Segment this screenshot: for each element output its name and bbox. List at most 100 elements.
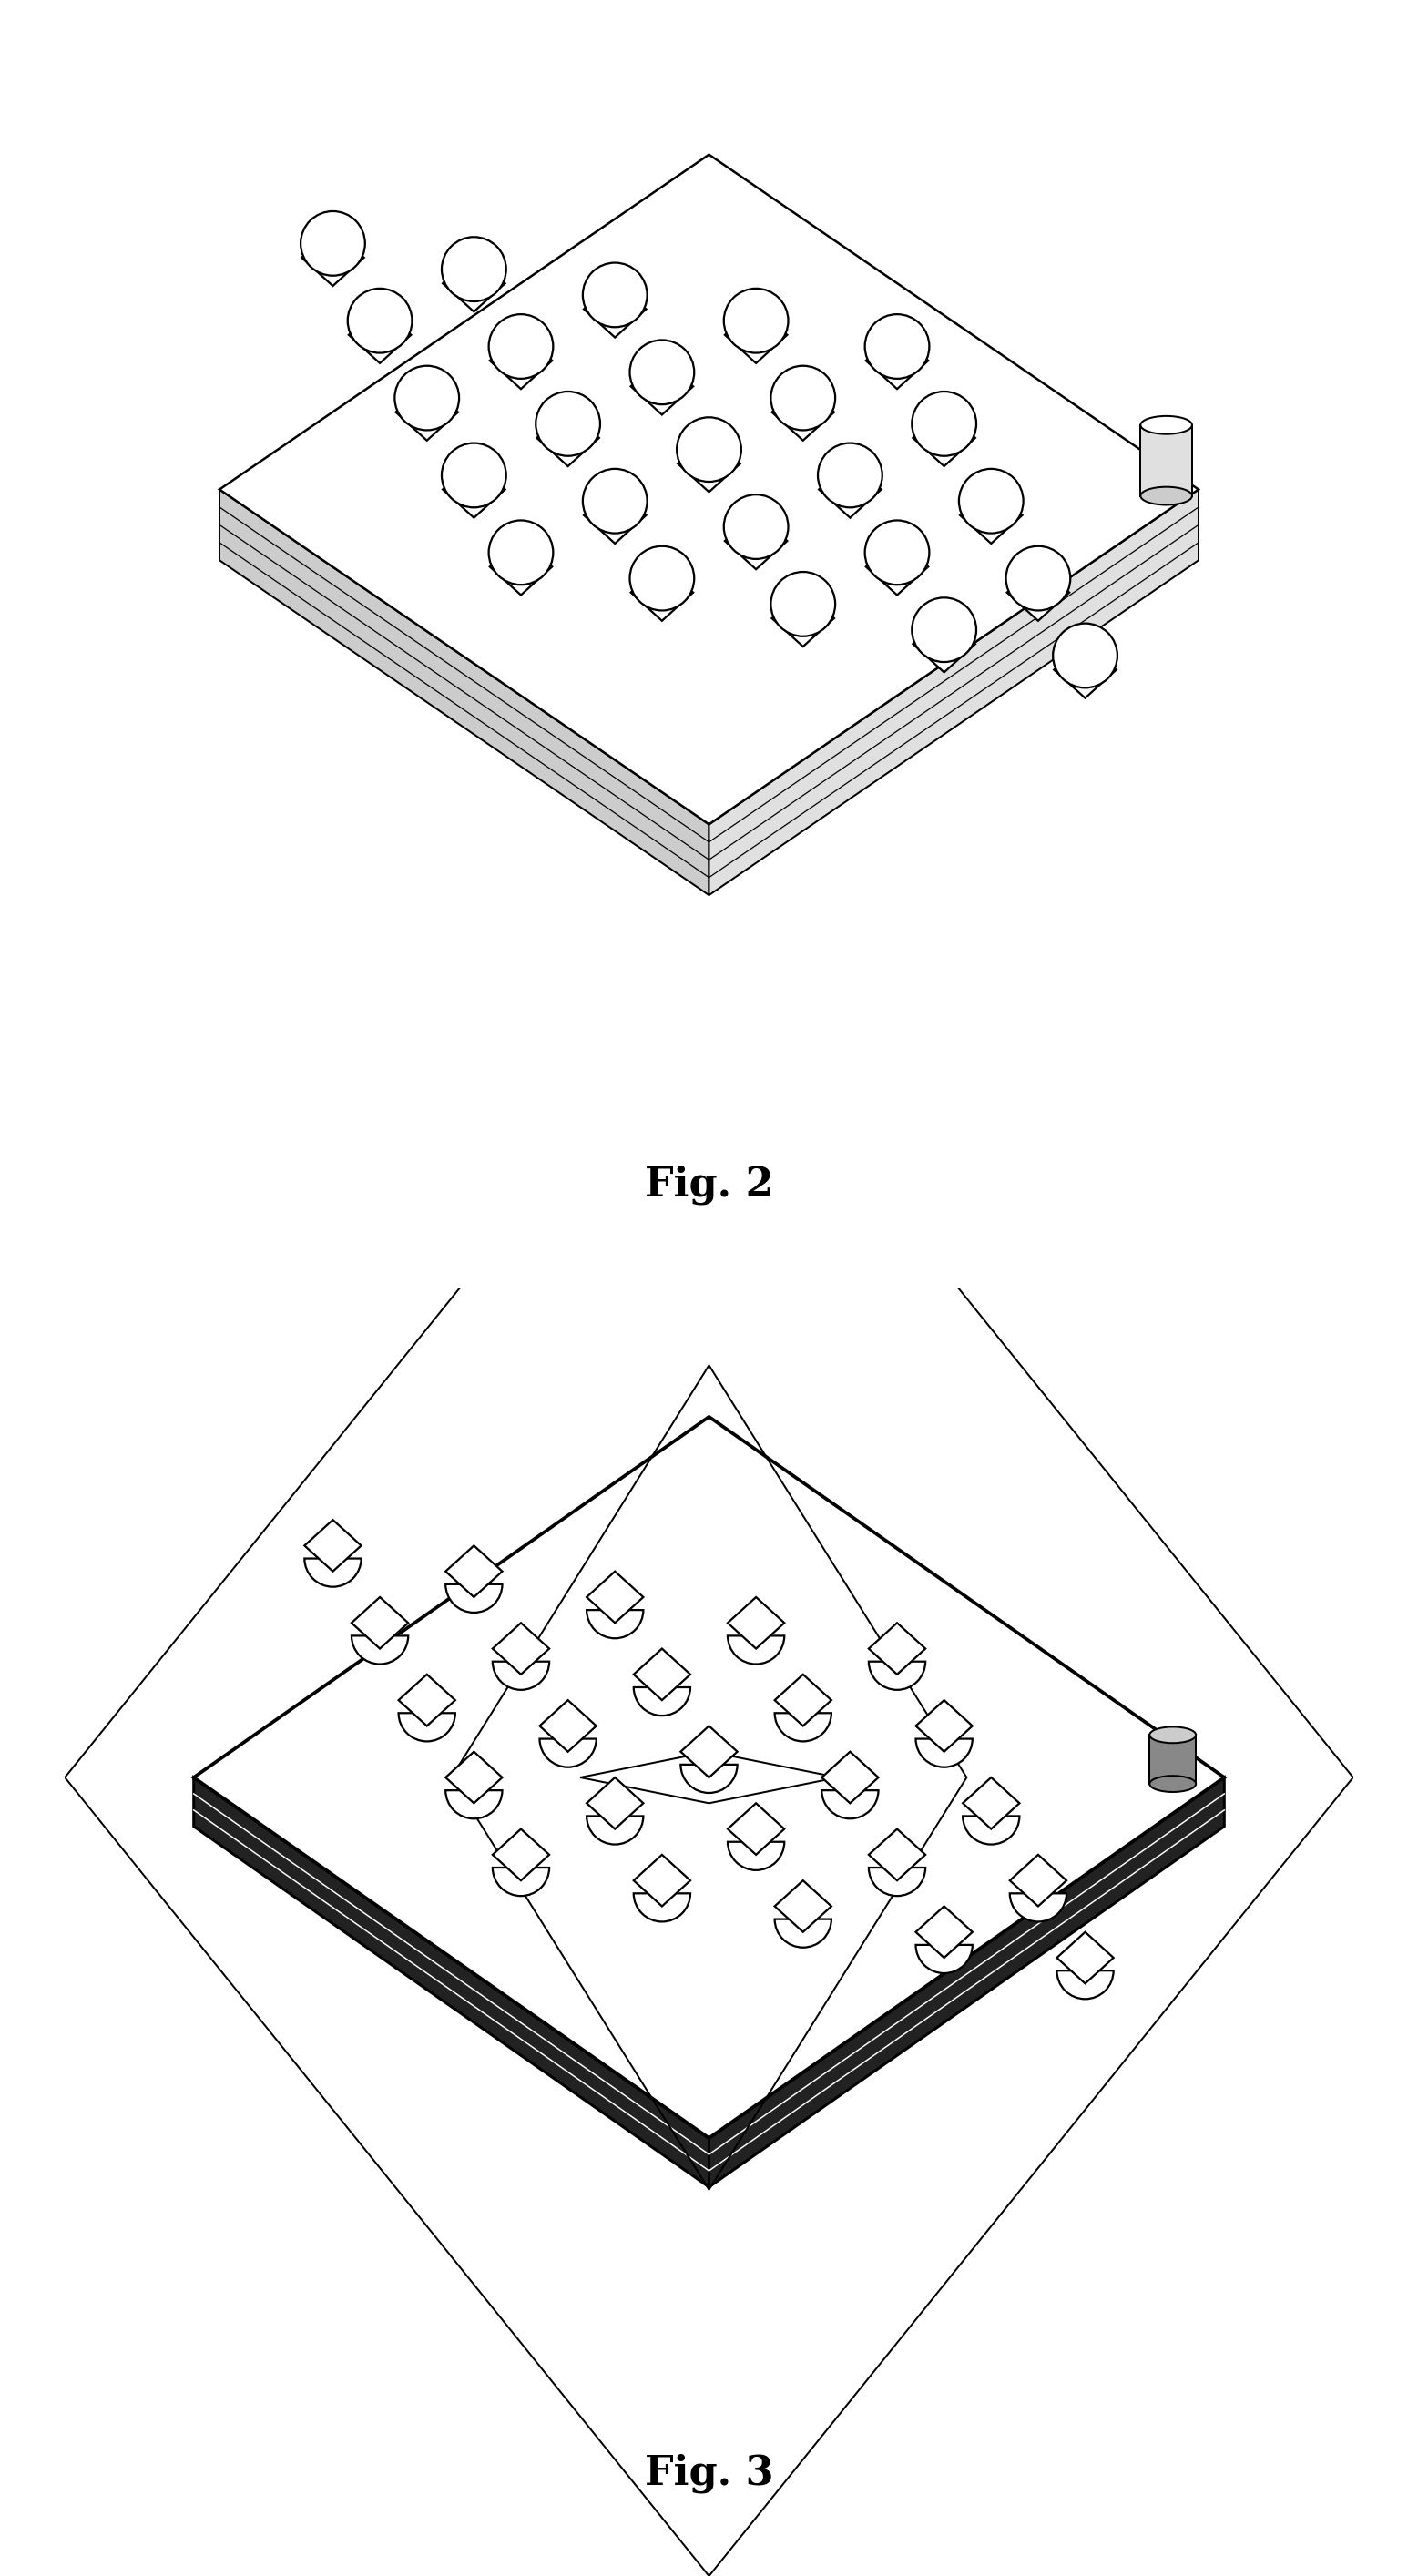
Wedge shape xyxy=(587,1816,644,1844)
Ellipse shape xyxy=(1140,415,1193,433)
Polygon shape xyxy=(587,1777,644,1829)
Polygon shape xyxy=(913,410,976,466)
Polygon shape xyxy=(818,461,881,518)
Wedge shape xyxy=(445,1790,502,1819)
Circle shape xyxy=(865,314,929,379)
Polygon shape xyxy=(220,489,709,894)
Polygon shape xyxy=(584,487,647,544)
Circle shape xyxy=(959,469,1024,533)
Wedge shape xyxy=(540,1739,597,1767)
Wedge shape xyxy=(916,1945,973,1973)
Wedge shape xyxy=(681,1765,737,1793)
Polygon shape xyxy=(771,590,834,647)
Polygon shape xyxy=(1007,564,1069,621)
Polygon shape xyxy=(631,564,693,621)
Wedge shape xyxy=(869,1868,926,1896)
Circle shape xyxy=(912,392,977,456)
Circle shape xyxy=(583,469,647,533)
Circle shape xyxy=(865,520,929,585)
Polygon shape xyxy=(869,1829,926,1880)
Circle shape xyxy=(441,237,506,301)
Circle shape xyxy=(583,263,647,327)
Polygon shape xyxy=(194,1777,709,2187)
Polygon shape xyxy=(492,1829,549,1880)
Circle shape xyxy=(771,572,835,636)
Circle shape xyxy=(301,211,364,276)
Polygon shape xyxy=(771,384,834,440)
Text: Fig. 2: Fig. 2 xyxy=(645,1164,773,1206)
Polygon shape xyxy=(727,1597,784,1649)
Wedge shape xyxy=(774,1919,831,1947)
Polygon shape xyxy=(587,1571,644,1623)
Polygon shape xyxy=(302,229,364,286)
Polygon shape xyxy=(727,1803,784,1855)
Circle shape xyxy=(441,443,506,507)
Polygon shape xyxy=(681,1726,737,1777)
Wedge shape xyxy=(727,1842,784,1870)
Circle shape xyxy=(347,289,413,353)
Polygon shape xyxy=(960,487,1022,544)
Circle shape xyxy=(818,443,882,507)
Circle shape xyxy=(723,289,788,353)
Wedge shape xyxy=(869,1662,926,1690)
Polygon shape xyxy=(398,1674,455,1726)
Polygon shape xyxy=(305,1520,362,1571)
Polygon shape xyxy=(869,1623,926,1674)
Polygon shape xyxy=(445,1752,502,1803)
Polygon shape xyxy=(913,616,976,672)
Circle shape xyxy=(912,598,977,662)
Circle shape xyxy=(489,520,553,585)
Polygon shape xyxy=(489,332,552,389)
Polygon shape xyxy=(634,1855,691,1906)
Polygon shape xyxy=(1140,425,1193,495)
Wedge shape xyxy=(587,1610,644,1638)
Wedge shape xyxy=(398,1713,455,1741)
Polygon shape xyxy=(194,1417,1224,2138)
Wedge shape xyxy=(963,1816,1020,1844)
Ellipse shape xyxy=(1150,1726,1195,1744)
Circle shape xyxy=(630,340,695,404)
Polygon shape xyxy=(489,538,552,595)
Circle shape xyxy=(676,417,742,482)
Wedge shape xyxy=(821,1790,878,1819)
Polygon shape xyxy=(678,435,740,492)
Polygon shape xyxy=(349,307,411,363)
Circle shape xyxy=(1054,623,1117,688)
Polygon shape xyxy=(1150,1736,1195,1783)
Polygon shape xyxy=(866,332,929,389)
Polygon shape xyxy=(709,1777,1224,2187)
Polygon shape xyxy=(916,1906,973,1958)
Polygon shape xyxy=(866,538,929,595)
Wedge shape xyxy=(305,1558,362,1587)
Wedge shape xyxy=(1010,1893,1066,1922)
Wedge shape xyxy=(774,1713,831,1741)
Wedge shape xyxy=(634,1893,691,1922)
Polygon shape xyxy=(442,461,505,518)
Polygon shape xyxy=(445,1546,502,1597)
Polygon shape xyxy=(709,489,1198,894)
Polygon shape xyxy=(916,1700,973,1752)
Text: Fig. 3: Fig. 3 xyxy=(645,2452,773,2494)
Polygon shape xyxy=(1056,1932,1113,1984)
Polygon shape xyxy=(220,155,1198,824)
Polygon shape xyxy=(725,513,787,569)
Wedge shape xyxy=(492,1868,549,1896)
Polygon shape xyxy=(725,307,787,363)
Circle shape xyxy=(536,392,600,456)
Ellipse shape xyxy=(1150,1775,1195,1793)
Polygon shape xyxy=(540,1700,597,1752)
Wedge shape xyxy=(492,1662,549,1690)
Polygon shape xyxy=(396,384,458,440)
Polygon shape xyxy=(1054,641,1116,698)
Polygon shape xyxy=(774,1674,831,1726)
Polygon shape xyxy=(442,255,505,312)
Circle shape xyxy=(771,366,835,430)
Polygon shape xyxy=(352,1597,408,1649)
Polygon shape xyxy=(774,1880,831,1932)
Wedge shape xyxy=(445,1584,502,1613)
Wedge shape xyxy=(1056,1971,1113,1999)
Wedge shape xyxy=(634,1687,691,1716)
Circle shape xyxy=(1005,546,1071,611)
Polygon shape xyxy=(634,1649,691,1700)
Polygon shape xyxy=(584,281,647,337)
